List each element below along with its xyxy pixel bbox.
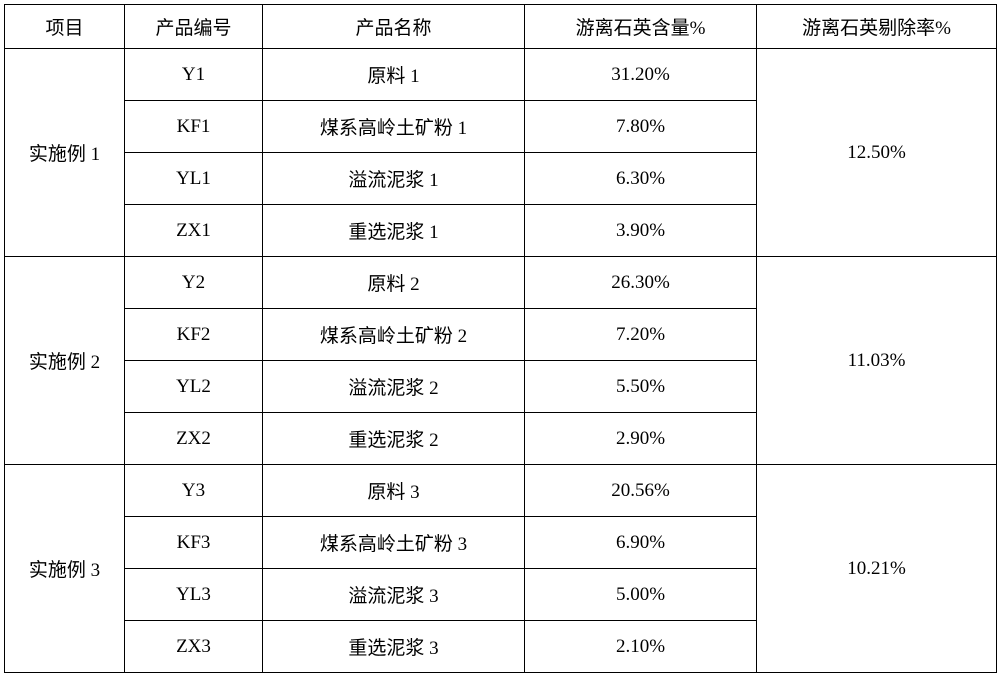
project-cell: 实施例 3 bbox=[5, 465, 125, 673]
content-cell: 6.30% bbox=[525, 153, 757, 205]
code-cell: ZX2 bbox=[125, 413, 263, 465]
table-row: 实施例 1 Y1 原料 1 31.20% 12.50% bbox=[5, 49, 997, 101]
header-project: 项目 bbox=[5, 5, 125, 49]
code-cell: KF2 bbox=[125, 309, 263, 361]
code-cell: Y2 bbox=[125, 257, 263, 309]
content-cell: 31.20% bbox=[525, 49, 757, 101]
name-cell: 重选泥浆 2 bbox=[263, 413, 525, 465]
header-code: 产品编号 bbox=[125, 5, 263, 49]
code-cell: ZX3 bbox=[125, 621, 263, 673]
removal-cell: 11.03% bbox=[757, 257, 997, 465]
name-cell: 溢流泥浆 3 bbox=[263, 569, 525, 621]
content-cell: 7.20% bbox=[525, 309, 757, 361]
code-cell: YL1 bbox=[125, 153, 263, 205]
table-header-row: 项目 产品编号 产品名称 游离石英含量% 游离石英剔除率% bbox=[5, 5, 997, 49]
name-cell: 煤系高岭土矿粉 3 bbox=[263, 517, 525, 569]
name-cell: 原料 1 bbox=[263, 49, 525, 101]
code-cell: YL2 bbox=[125, 361, 263, 413]
header-content: 游离石英含量% bbox=[525, 5, 757, 49]
name-cell: 煤系高岭土矿粉 1 bbox=[263, 101, 525, 153]
name-cell: 重选泥浆 3 bbox=[263, 621, 525, 673]
header-removal: 游离石英剔除率% bbox=[757, 5, 997, 49]
name-cell: 溢流泥浆 1 bbox=[263, 153, 525, 205]
code-cell: Y1 bbox=[125, 49, 263, 101]
code-cell: YL3 bbox=[125, 569, 263, 621]
quartz-content-table: 项目 产品编号 产品名称 游离石英含量% 游离石英剔除率% 实施例 1 Y1 原… bbox=[4, 4, 997, 673]
removal-cell: 10.21% bbox=[757, 465, 997, 673]
name-cell: 重选泥浆 1 bbox=[263, 205, 525, 257]
table-row: 实施例 2 Y2 原料 2 26.30% 11.03% bbox=[5, 257, 997, 309]
project-cell: 实施例 2 bbox=[5, 257, 125, 465]
content-cell: 5.00% bbox=[525, 569, 757, 621]
code-cell: Y3 bbox=[125, 465, 263, 517]
name-cell: 煤系高岭土矿粉 2 bbox=[263, 309, 525, 361]
content-cell: 26.30% bbox=[525, 257, 757, 309]
content-cell: 7.80% bbox=[525, 101, 757, 153]
content-cell: 2.10% bbox=[525, 621, 757, 673]
content-cell: 6.90% bbox=[525, 517, 757, 569]
content-cell: 5.50% bbox=[525, 361, 757, 413]
name-cell: 原料 2 bbox=[263, 257, 525, 309]
name-cell: 原料 3 bbox=[263, 465, 525, 517]
code-cell: KF1 bbox=[125, 101, 263, 153]
content-cell: 2.90% bbox=[525, 413, 757, 465]
removal-cell: 12.50% bbox=[757, 49, 997, 257]
project-cell: 实施例 1 bbox=[5, 49, 125, 257]
name-cell: 溢流泥浆 2 bbox=[263, 361, 525, 413]
table-row: 实施例 3 Y3 原料 3 20.56% 10.21% bbox=[5, 465, 997, 517]
content-cell: 20.56% bbox=[525, 465, 757, 517]
content-cell: 3.90% bbox=[525, 205, 757, 257]
code-cell: KF3 bbox=[125, 517, 263, 569]
header-name: 产品名称 bbox=[263, 5, 525, 49]
code-cell: ZX1 bbox=[125, 205, 263, 257]
